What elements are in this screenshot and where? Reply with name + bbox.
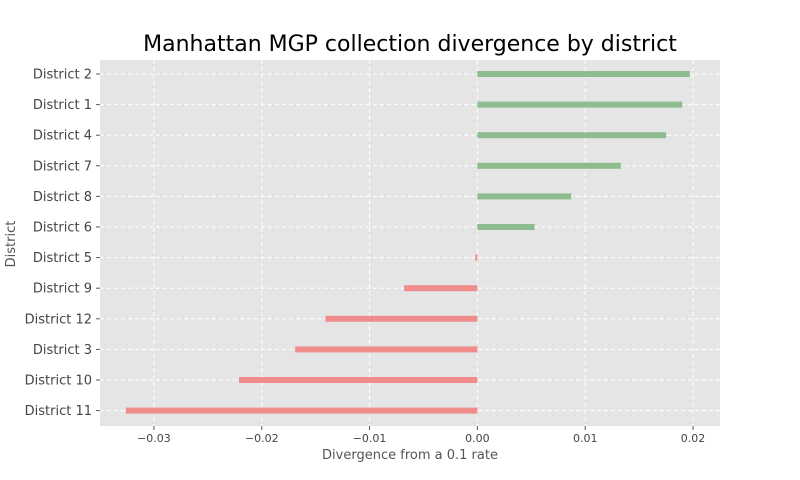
x-tick-label: 0.01 — [573, 432, 598, 445]
bar-district-5 — [475, 254, 478, 261]
x-axis-label: Divergence from a 0.1 rate — [322, 448, 498, 463]
bar-district-2 — [477, 71, 690, 77]
y-tick-label: District 2 — [33, 68, 92, 83]
y-tick-label: District 3 — [33, 343, 92, 358]
y-tick-label: District 1 — [33, 98, 92, 113]
x-tick-label: 0.02 — [681, 432, 706, 445]
x-tick-label: −0.02 — [245, 432, 279, 445]
y-tick-label: District 7 — [33, 159, 92, 174]
y-axis-label: District — [4, 221, 19, 268]
bar-district-1 — [477, 101, 683, 108]
x-tick-label: 0.00 — [465, 432, 490, 445]
bar-district-7 — [477, 162, 621, 169]
y-tick-label: District 8 — [33, 190, 92, 205]
y-tick-label: District 11 — [25, 404, 92, 419]
bar-district-8 — [477, 193, 572, 200]
chart-title: Manhattan MGP collection divergence by d… — [143, 32, 677, 57]
y-tick-label: District 9 — [33, 282, 92, 297]
y-tick-label: District 6 — [33, 221, 92, 236]
bar-district-9 — [404, 285, 478, 292]
y-tick-label: District 5 — [33, 251, 92, 266]
y-tick-label: District 12 — [25, 312, 92, 327]
bar-district-4 — [477, 132, 667, 139]
bar-district-11 — [125, 407, 478, 414]
x-tick-label: −0.03 — [137, 432, 171, 445]
y-tick-label: District 4 — [33, 129, 92, 144]
bar-district-6 — [477, 224, 535, 230]
bar-district-12 — [325, 315, 478, 322]
y-tick-label: District 10 — [25, 374, 92, 389]
plot-area — [100, 60, 720, 426]
x-tick-label: −0.01 — [353, 432, 387, 445]
bar-district-10 — [239, 377, 478, 383]
bar-district-3 — [295, 346, 478, 353]
